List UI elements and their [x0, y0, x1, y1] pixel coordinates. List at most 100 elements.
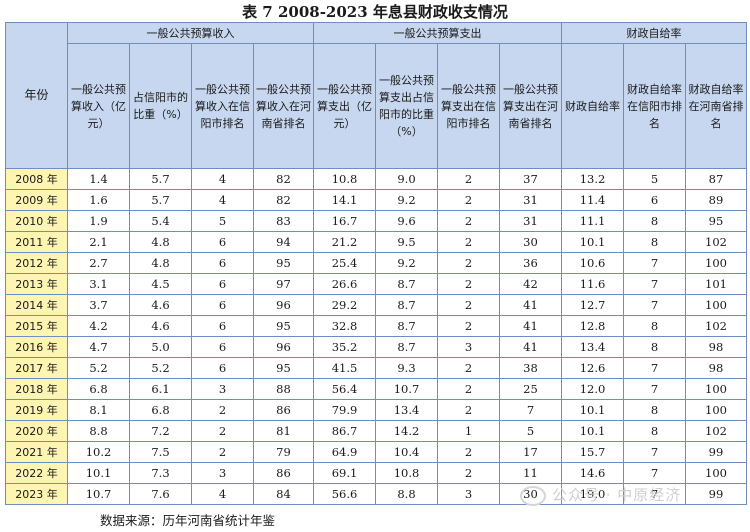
value-cell: 8 — [623, 336, 686, 358]
value-cell: 102 — [685, 315, 747, 337]
value-cell: 83 — [253, 210, 314, 232]
value-cell: 42 — [499, 273, 562, 295]
value-cell: 4.2 — [67, 315, 130, 337]
value-cell: 98 — [685, 336, 747, 358]
table-title: 表 7 2008-2023 年息县财政收支情况 — [242, 3, 508, 21]
value-cell: 3.7 — [67, 294, 130, 316]
value-cell: 41 — [499, 336, 562, 358]
value-cell: 79.9 — [313, 399, 376, 421]
value-cell: 10.2 — [67, 441, 130, 463]
value-cell: 4.5 — [129, 273, 192, 295]
value-cell: 15.7 — [561, 441, 624, 463]
value-cell: 4.7 — [67, 336, 130, 358]
value-cell: 10.7 — [375, 378, 438, 400]
header-year: 年份 — [5, 22, 68, 169]
value-cell: 100 — [685, 378, 747, 400]
value-cell: 14.6 — [561, 462, 624, 484]
year-cell: 2013 年 — [5, 273, 68, 295]
value-cell: 6.8 — [67, 378, 130, 400]
value-cell: 100 — [685, 252, 747, 274]
value-cell: 31 — [499, 210, 562, 232]
value-cell: 6 — [191, 315, 254, 337]
value-cell: 2 — [437, 378, 500, 400]
value-cell: 79 — [253, 441, 314, 463]
value-cell: 8.7 — [375, 294, 438, 316]
value-cell: 4.8 — [129, 252, 192, 274]
header-income-amount: 一般公共预算收入（亿元） — [67, 43, 130, 169]
year-cell: 2017 年 — [5, 357, 68, 379]
value-cell: 37 — [499, 168, 562, 190]
value-cell: 5 — [499, 420, 562, 442]
value-cell: 2 — [437, 357, 500, 379]
value-cell: 6 — [191, 273, 254, 295]
value-cell: 25 — [499, 378, 562, 400]
value-cell: 3 — [191, 462, 254, 484]
value-cell: 7 — [623, 378, 686, 400]
value-cell: 5.7 — [129, 189, 192, 211]
value-cell: 64.9 — [313, 441, 376, 463]
value-cell: 86 — [253, 462, 314, 484]
value-cell: 7.6 — [129, 483, 192, 505]
table-row: 2011 年 2.1 4.8 6 94 21.2 9.5 2 30 10.1 8 102 — [5, 231, 747, 253]
year-cell: 2020 年 — [5, 420, 68, 442]
value-cell: 2 — [191, 441, 254, 463]
value-cell: 95 — [253, 315, 314, 337]
value-cell: 7 — [623, 252, 686, 274]
value-cell: 56.6 — [313, 483, 376, 505]
value-cell: 5 — [623, 168, 686, 190]
value-cell: 35.2 — [313, 336, 376, 358]
header-expense-rank-city: 一般公共预算支出在信阳市排名 — [437, 43, 500, 169]
table-body: 2008 年 1.4 5.7 4 82 10.8 9.0 2 37 13.2 5 87 2009 年 1.… — [5, 168, 747, 505]
value-cell: 82 — [253, 168, 314, 190]
value-cell: 7 — [623, 441, 686, 463]
value-cell: 11.1 — [561, 210, 624, 232]
year-cell: 2009 年 — [5, 189, 68, 211]
value-cell: 32.8 — [313, 315, 376, 337]
value-cell: 5.0 — [129, 336, 192, 358]
value-cell: 38 — [499, 357, 562, 379]
value-cell: 94 — [253, 231, 314, 253]
value-cell: 21.2 — [313, 231, 376, 253]
value-cell: 8 — [623, 420, 686, 442]
value-cell: 14.2 — [375, 420, 438, 442]
value-cell: 1.9 — [67, 210, 130, 232]
value-cell: 4.6 — [129, 294, 192, 316]
year-cell: 2018 年 — [5, 378, 68, 400]
table-row: 2009 年 1.6 5.7 4 82 14.1 9.2 2 31 11.4 6 89 — [5, 189, 747, 211]
value-cell: 9.2 — [375, 189, 438, 211]
value-cell: 8 — [623, 231, 686, 253]
value-cell: 99 — [685, 441, 747, 463]
value-cell: 7.5 — [129, 441, 192, 463]
table-row: 2014 年 3.7 4.6 6 96 29.2 8.7 2 41 12.7 7 100 — [5, 294, 747, 316]
value-cell: 89 — [685, 189, 747, 211]
value-cell: 10.1 — [561, 399, 624, 421]
value-cell: 84 — [253, 483, 314, 505]
value-cell: 69.1 — [313, 462, 376, 484]
value-cell: 2 — [191, 420, 254, 442]
value-cell: 3 — [437, 483, 500, 505]
year-cell: 2008 年 — [5, 168, 68, 190]
value-cell: 9.0 — [375, 168, 438, 190]
year-cell: 2011 年 — [5, 231, 68, 253]
value-cell: 7 — [623, 294, 686, 316]
value-cell: 2.1 — [67, 231, 130, 253]
watermark-text: 公众号 · 中原经济 — [552, 486, 682, 504]
value-cell: 12.8 — [561, 315, 624, 337]
value-cell: 8 — [623, 315, 686, 337]
table-row: 2012 年 2.7 4.8 6 95 25.4 9.2 2 36 10.6 7 100 — [5, 252, 747, 274]
value-cell: 101 — [685, 273, 747, 295]
value-cell: 6 — [191, 336, 254, 358]
value-cell: 6 — [623, 189, 686, 211]
value-cell: 13.4 — [375, 399, 438, 421]
value-cell: 5 — [191, 210, 254, 232]
value-cell: 7 — [623, 357, 686, 379]
value-cell: 87 — [685, 168, 747, 190]
value-cell: 11.6 — [561, 273, 624, 295]
fiscal-table: 年份 一般公共预算收入 一般公共预算支出 财政自给率 一般公共预算收入（亿元） … — [5, 22, 747, 505]
value-cell: 2 — [437, 294, 500, 316]
value-cell: 1.4 — [67, 168, 130, 190]
table-row: 2010 年 1.9 5.4 5 83 16.7 9.6 2 31 11.1 8 95 — [5, 210, 747, 232]
value-cell: 3 — [437, 336, 500, 358]
group-income: 一般公共预算收入 — [67, 22, 314, 44]
value-cell: 6 — [191, 357, 254, 379]
